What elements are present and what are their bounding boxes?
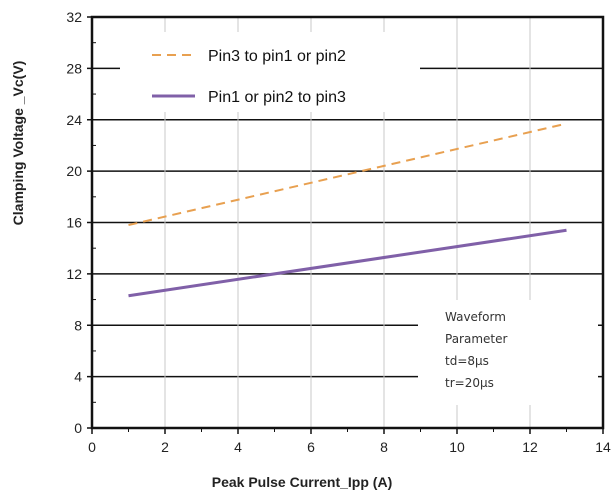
y-tick-label: 0 (74, 420, 82, 436)
y-tick-label: 28 (66, 60, 82, 76)
legend-label-pin3: Pin3 to pin1 or pin2 (208, 48, 346, 65)
x-tick-label: 14 (595, 439, 611, 455)
y-tick-label: 20 (66, 163, 82, 179)
waveform-note: Waveform Parameter td=8µs tr=20µs (418, 300, 598, 405)
waveform-note-line-2: Parameter (445, 332, 507, 346)
waveform-note-line-3: td=8µs (445, 354, 489, 368)
legend: Pin3 to pin1 or pin2 Pin1 or pin2 to pin… (120, 32, 420, 112)
waveform-note-line-1: Waveform (445, 310, 506, 324)
x-tick-label: 12 (522, 439, 538, 455)
x-tick-label: 4 (234, 439, 242, 455)
x-tick-label: 10 (449, 439, 465, 455)
x-axis-title: Peak Pulse Current_Ipp (A) (212, 474, 393, 490)
y-tick-label: 24 (66, 112, 82, 128)
y-axis-title: Clamping Voltage _Vc(V) (10, 61, 26, 226)
x-tick-label: 2 (161, 439, 169, 455)
legend-label-pin1: Pin1 or pin2 to pin3 (208, 89, 346, 106)
y-tick-label: 8 (74, 317, 82, 333)
legend-background (120, 32, 420, 112)
series-layer (128, 122, 567, 298)
y-tick-label: 4 (74, 369, 82, 385)
series-line-2 (128, 228, 567, 298)
y-tick-label: 12 (66, 266, 82, 282)
x-tick-label: 6 (307, 439, 315, 455)
y-tick-label: 32 (66, 9, 82, 25)
series-line-1 (128, 122, 567, 227)
x-tick-label: 0 (88, 439, 96, 455)
waveform-note-line-4: tr=20µs (445, 376, 494, 390)
y-tick-label: 16 (66, 215, 82, 231)
x-tick-label: 8 (380, 439, 388, 455)
waveform-note-background (418, 300, 598, 405)
